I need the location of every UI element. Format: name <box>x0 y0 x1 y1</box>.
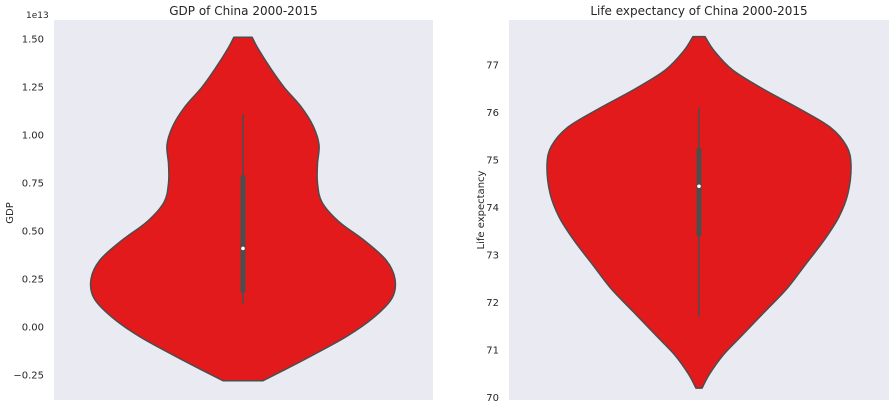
gdp-y-tick-label: −0.25 <box>13 371 44 382</box>
gdp-y-ticks: −0.25 0.00 0.25 0.50 0.75 1.00 1.25 1.50 <box>13 35 44 382</box>
gdp-y-tick-label: 1.50 <box>22 35 44 46</box>
life-y-axis-label: Life expectancy <box>476 170 487 249</box>
life-y-tick-label: 72 <box>486 298 499 309</box>
life-y-tick-label: 76 <box>486 108 499 119</box>
gdp-median-marker <box>241 246 245 251</box>
gdp-chart-title: GDP of China 2000-2015 <box>169 4 317 18</box>
life-iqr-box <box>696 148 702 237</box>
life-chart-title: Life expectancy of China 2000-2015 <box>590 4 807 18</box>
life-y-tick-label: 75 <box>486 156 499 167</box>
gdp-y-tick-label: 0.50 <box>22 227 44 238</box>
life-median-marker <box>697 184 701 189</box>
gdp-y-tick-label: 0.25 <box>22 275 44 286</box>
gdp-panel: GDP of China 2000-2015 1e13 GDP −0.25 0.0… <box>5 4 433 400</box>
life-y-tick-label: 77 <box>486 61 499 72</box>
gdp-y-tick-label: 1.25 <box>22 83 44 94</box>
life-y-tick-label: 70 <box>486 393 499 404</box>
life-y-ticks: 70 71 72 73 74 75 76 77 <box>486 61 499 405</box>
life-y-tick-label: 74 <box>486 203 499 214</box>
gdp-y-axis-label: GDP <box>5 202 16 223</box>
gdp-iqr-box <box>240 175 246 293</box>
gdp-y-tick-label: 1.00 <box>22 131 44 142</box>
gdp-offset-label: 1e13 <box>26 11 49 21</box>
gdp-y-tick-label: 0.75 <box>22 179 44 190</box>
gdp-y-tick-label: 0.00 <box>22 323 44 334</box>
life-y-tick-label: 73 <box>486 251 499 262</box>
life-y-tick-label: 71 <box>486 346 499 357</box>
life-expectancy-panel: Life expectancy of China 2000-2015 Life … <box>476 4 889 404</box>
gdp-inner-box <box>240 114 246 305</box>
life-inner-box <box>696 107 702 317</box>
